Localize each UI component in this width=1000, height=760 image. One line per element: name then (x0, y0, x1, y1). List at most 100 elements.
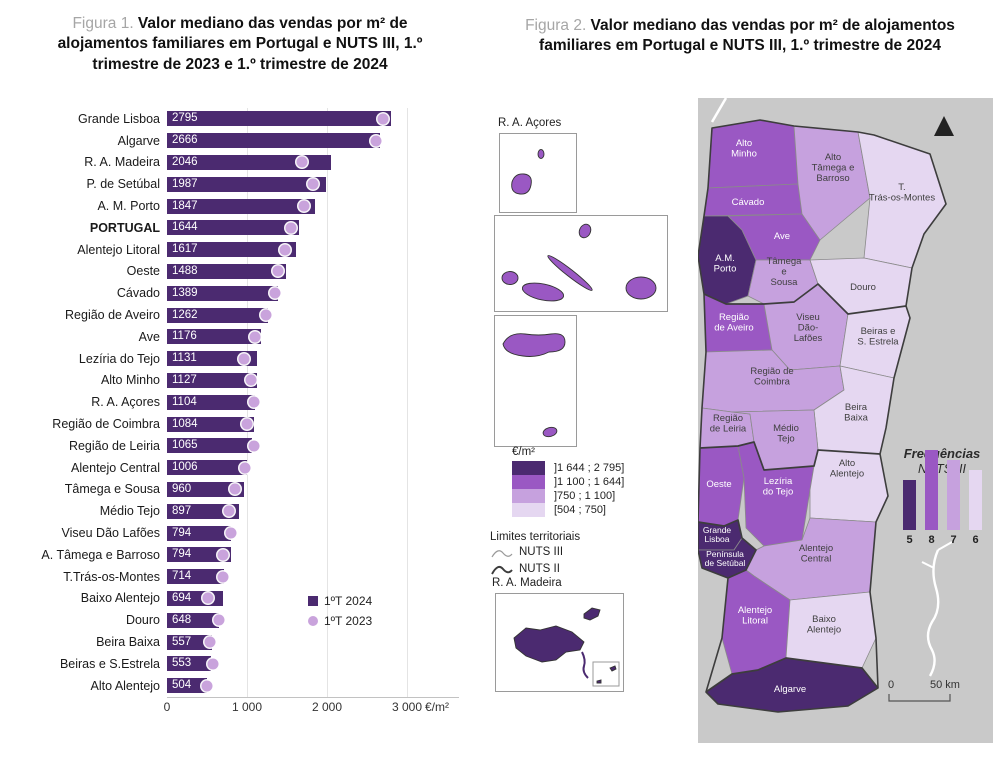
bar-row: A. M. Porto 1847 (20, 195, 470, 217)
bar-area: 714 (167, 569, 470, 585)
acores-east-islands (502, 333, 566, 438)
legend-item-2024: 1ºT 2024 (308, 594, 372, 608)
category-label: Cávado (116, 286, 160, 301)
bar-area: 1617 (167, 242, 470, 258)
bar-area: 1104 (167, 394, 470, 410)
bar-value-label: 1262 (172, 308, 198, 321)
legend-label-2024: 1ºT 2024 (324, 594, 373, 608)
bar-area: 2795 (167, 111, 470, 127)
limit-nuts3: NUTS III (490, 543, 580, 560)
freq-bar-value: 5 (906, 534, 912, 546)
island-porto-santo (583, 607, 601, 621)
x-axis-line (167, 696, 459, 698)
bar-area: 553 (167, 656, 470, 672)
category-label: Douro (125, 613, 160, 628)
x-tick-label: 3 000 (391, 699, 423, 714)
mainland-outline (698, 119, 947, 713)
acores-inset-west (499, 133, 577, 213)
bar-2024 (167, 329, 262, 345)
category-label: Grande Lisboa (77, 111, 160, 126)
bar-area: 694 (167, 590, 470, 606)
territorial-limits: Limites territoriais NUTS III NUTS II (490, 531, 580, 577)
dot-2023 (207, 658, 219, 670)
category-label: Algarve (117, 133, 160, 148)
bar-area: 794 (167, 525, 470, 541)
map-legend: €/m² ]1 644 ; 2 795]]1 100 ; 1 644]]750 … (488, 446, 678, 517)
bar-2024 (167, 176, 326, 192)
map-legend-row: ]1 644 ; 2 795] (512, 461, 678, 475)
dot-2023 (225, 527, 237, 539)
bar-area: 1131 (167, 351, 470, 367)
bar-row: P. de Setúbal 1987 (20, 173, 470, 195)
limit-nuts3-label: NUTS III (519, 545, 564, 558)
island-sao-miguel (502, 333, 566, 357)
bar-area: 960 (167, 481, 470, 497)
dot-2023 (296, 156, 308, 168)
legend-dot-2023 (308, 616, 318, 626)
category-label: Alentejo Litoral (77, 242, 160, 257)
dot-2023 (202, 592, 214, 604)
freq-bar-value: 8 (928, 534, 934, 546)
bar-row: Viseu Dão Lafões 794 (20, 522, 470, 544)
bar-area: 1488 (167, 263, 470, 279)
bar-value-label: 1065 (172, 439, 198, 452)
river-branches (921, 541, 953, 569)
border-norte-centro (703, 283, 907, 315)
figure2-title: Figura 2. Valor mediano das vendas por m… (494, 16, 986, 57)
x-axis-unit: €/m² (425, 699, 449, 714)
bar-area: 2666 (167, 133, 470, 149)
map-label-grande-lisboa: Grande Lisboa (703, 525, 732, 544)
map-label-viseu-dao-lafoes: Viseu Dão-Lafões (794, 312, 823, 344)
bar-2024 (167, 133, 381, 149)
scale-km-label: 50 km (930, 679, 960, 691)
bar-chart-rows: Grande Lisboa 2795 Algarve 2666 R. A. Madeir… (20, 108, 470, 697)
dot-2023 (241, 418, 253, 430)
map-legend-row: ]1 100 ; 1 644] (512, 475, 678, 489)
bar-2024 (167, 372, 258, 388)
category-label: Alentejo Central (71, 460, 160, 475)
category-label: Oeste (126, 264, 160, 279)
bar-2024 (167, 634, 212, 650)
dot-2023 (201, 680, 213, 692)
bar-2024 (167, 569, 225, 585)
category-label: Lezíria do Tejo (78, 351, 160, 366)
dot-2023 (269, 287, 281, 299)
map-label-tras-os-montes: T. Trás-os-Montes (869, 182, 935, 204)
bar-2024 (167, 481, 244, 497)
bar-2024 (167, 285, 279, 301)
minho-river (710, 98, 728, 123)
map-label-alentejo-litoral: Alentejo Litoral (738, 605, 772, 627)
chart-legend: 1ºT 2024 1ºT 2023 (308, 594, 372, 634)
dot-2023 (370, 135, 382, 147)
bar-row: Alentejo Litoral 1617 (20, 239, 470, 261)
bar-value-label: 1006 (172, 461, 198, 474)
map-label-douro: Douro (850, 282, 876, 293)
limit-nuts2-label: NUTS II (519, 562, 560, 575)
island-flores (511, 173, 532, 195)
map-label-oeste: Oeste (706, 479, 731, 490)
dot-2023 (245, 374, 257, 386)
bar-row: T.Trás-os-Montes 714 (20, 566, 470, 588)
bar-row: Algarve 2666 (20, 130, 470, 152)
map-label-beira-baixa: Beira Baixa (844, 402, 868, 424)
category-label: A. Tâmega e Barroso (41, 547, 160, 562)
bar-area: 1065 (167, 438, 470, 454)
map-label-medio-tejo: Médio Tejo (773, 423, 799, 445)
category-label: Beiras e S.Estrela (59, 656, 160, 671)
map-label-alto-minho: Alto Minho (731, 138, 757, 160)
bar-value-label: 504 (172, 679, 192, 692)
islet-selvagem-1 (609, 665, 617, 672)
category-label: A. M. Porto (97, 199, 160, 214)
map-label-ave: Ave (774, 231, 790, 242)
acores-inset-east (494, 315, 577, 447)
scale-bar: 0 50 km (888, 679, 960, 702)
map-legend-unit: €/m² (512, 446, 535, 458)
bar-2024 (167, 525, 231, 541)
acores-label: R. A. Açores (498, 117, 562, 129)
bar-row: PORTUGAL 1644 (20, 217, 470, 239)
map-label-alto-alentejo: Alto Alentejo (830, 458, 864, 480)
island-corvo (537, 149, 545, 159)
dot-2023 (238, 353, 250, 365)
dot-2023 (229, 483, 241, 495)
bar-value-label: 1987 (172, 177, 198, 190)
